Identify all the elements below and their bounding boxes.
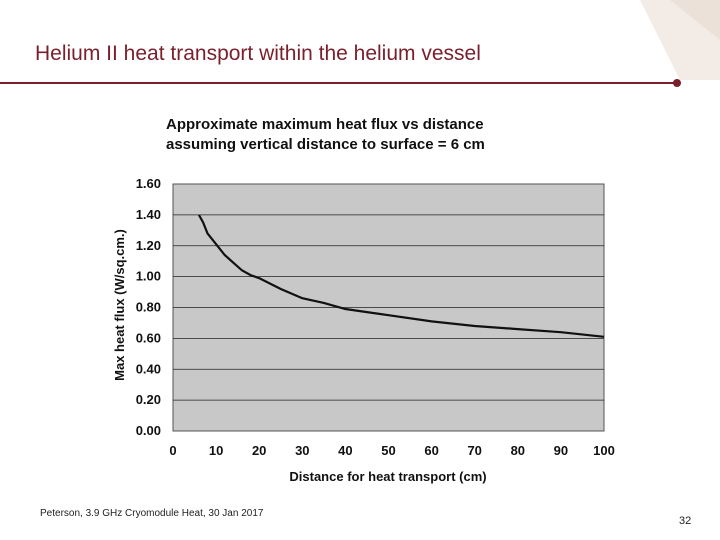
x-tick-label: 20: [252, 443, 266, 458]
x-tick-label: 10: [209, 443, 223, 458]
y-tick-label: 0.00: [136, 423, 161, 438]
x-tick-label: 60: [424, 443, 438, 458]
y-tick-label: 0.40: [136, 361, 161, 376]
title-divider: [0, 82, 678, 84]
page-number: 32: [679, 515, 692, 527]
x-tick-label: 0: [169, 443, 176, 458]
x-axis-ticks: 0 10 20 30 40 50 60 70 80 90 100: [169, 443, 614, 458]
y-tick-label: 0.20: [136, 392, 161, 407]
y-tick-label: 1.40: [136, 207, 161, 222]
slide-footer: Peterson, 3.9 GHz Cryomodule Heat, 30 Ja…: [40, 508, 264, 519]
x-tick-label: 40: [338, 443, 352, 458]
chart-title-line-2: assuming vertical distance to surface = …: [166, 136, 485, 153]
corner-decoration: [520, 0, 720, 80]
y-tick-label: 0.60: [136, 330, 161, 345]
slide-title: Helium II heat transport within the heli…: [35, 42, 481, 65]
y-tick-label: 1.20: [136, 238, 161, 253]
x-tick-label: 30: [295, 443, 309, 458]
y-tick-label: 0.80: [136, 300, 161, 315]
y-axis-label: Max heat flux (W/sq.cm.): [112, 229, 127, 381]
heat-flux-series-line: [197, 214, 605, 338]
x-tick-label: 100: [593, 443, 615, 458]
y-axis-ticks: 0.00 0.20 0.40 0.60 0.80 1.00 1.20 1.40 1.60: [136, 176, 161, 438]
x-axis-label: Distance for heat transport (cm): [289, 469, 486, 484]
x-tick-label: 70: [467, 443, 481, 458]
x-tick-label: 80: [511, 443, 525, 458]
grid-lines: [173, 214, 604, 401]
y-tick-label: 1.00: [136, 269, 161, 284]
x-tick-label: 90: [554, 443, 568, 458]
chart-title-line-1: Approximate maximum heat flux vs distanc…: [166, 116, 484, 133]
y-tick-label: 1.60: [136, 176, 161, 191]
heat-flux-chart: Approximate maximum heat flux vs distanc…: [112, 116, 615, 484]
x-tick-label: 50: [381, 443, 395, 458]
title-divider-dot: [673, 79, 681, 87]
